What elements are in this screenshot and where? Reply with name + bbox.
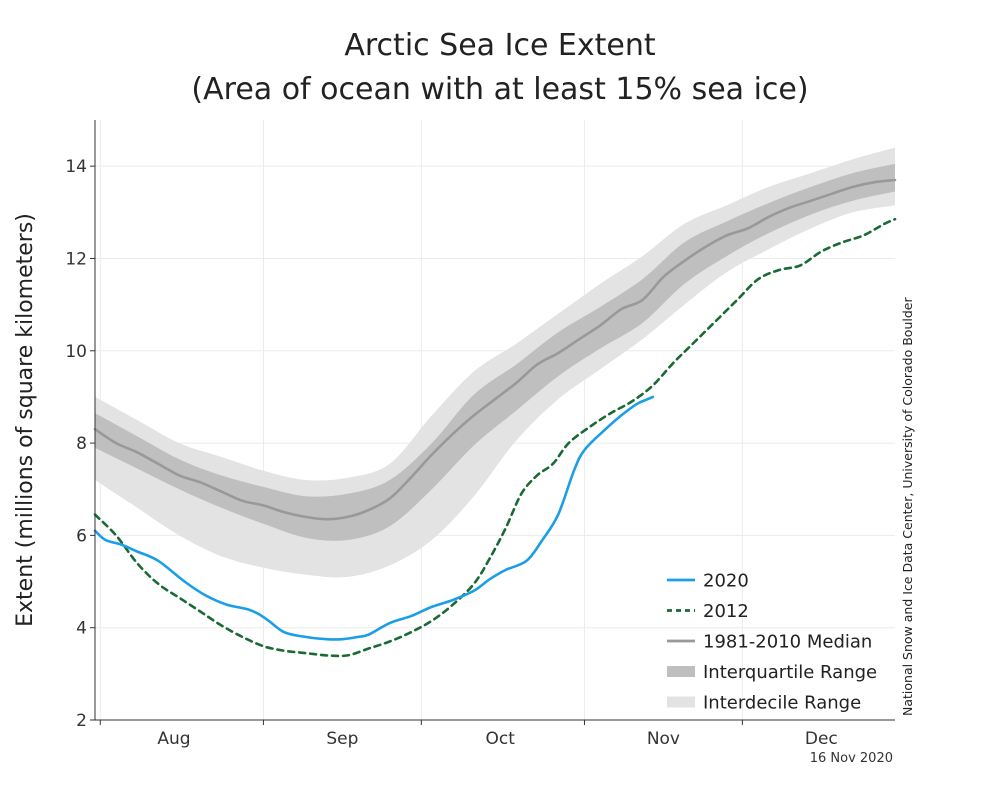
y-tick-label: 2 bbox=[76, 711, 87, 731]
y-tick-label: 8 bbox=[76, 434, 87, 454]
series-line-2012 bbox=[93, 217, 897, 658]
legend-label-2020: 2020 bbox=[703, 571, 749, 592]
chart-title: Arctic Sea Ice Extent bbox=[344, 28, 656, 63]
y-tick-label: 10 bbox=[65, 342, 87, 362]
y-tick-label: 6 bbox=[76, 526, 87, 546]
band-interquartile-range bbox=[95, 163, 895, 541]
series-line-1981-2010-median bbox=[93, 178, 897, 521]
y-tick-label: 14 bbox=[65, 157, 87, 177]
source-credit: National Snow and Ice Data Center, Unive… bbox=[900, 297, 915, 716]
y-axis-label: Extent (millions of square kilometers) bbox=[13, 213, 38, 627]
legend-label-interdecile-range: Interdecile Range bbox=[703, 693, 861, 714]
series-line-2020 bbox=[93, 395, 655, 641]
x-tick-label: Aug bbox=[157, 729, 190, 749]
legend-label-2012: 2012 bbox=[703, 601, 749, 622]
date-stamp: 16 Nov 2020 bbox=[810, 751, 893, 766]
y-tick-label: 12 bbox=[65, 249, 87, 269]
x-tick-label: Oct bbox=[486, 729, 516, 749]
y-tick-label: 4 bbox=[76, 619, 87, 639]
legend-label-1981-2010-median: 1981-2010 Median bbox=[703, 632, 872, 653]
x-tick-label: Dec bbox=[805, 729, 838, 749]
chart-subtitle: (Area of ocean with at least 15% sea ice… bbox=[191, 72, 809, 107]
x-tick-label: Nov bbox=[647, 729, 680, 749]
x-tick-label: Sep bbox=[326, 729, 358, 749]
legend-label-interquartile-range: Interquartile Range bbox=[703, 662, 877, 683]
